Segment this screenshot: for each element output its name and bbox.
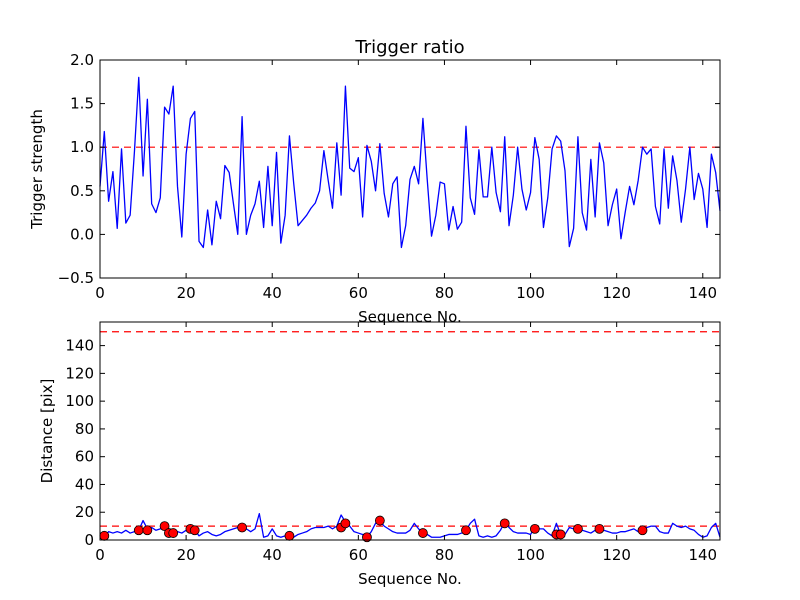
y-tick-label: −0.5 bbox=[58, 269, 94, 287]
distance-series bbox=[99, 512, 721, 538]
top-plot-frame bbox=[99, 59, 721, 279]
x-tick-label: 40 bbox=[263, 546, 282, 564]
y-tick-label: 100 bbox=[65, 392, 94, 410]
x-tick-label: 0 bbox=[95, 546, 105, 564]
x-tick-label: 80 bbox=[435, 284, 454, 302]
marker-point-3 bbox=[159, 521, 170, 532]
marker-point-16 bbox=[499, 518, 510, 529]
bottom-tick-marks bbox=[99, 322, 720, 541]
marker-point-19 bbox=[555, 529, 566, 540]
series-line-0 bbox=[99, 512, 721, 538]
marker-point-17 bbox=[529, 523, 540, 534]
top-tick-marks bbox=[99, 59, 720, 279]
marker-point-12 bbox=[362, 532, 372, 543]
marker-point-1 bbox=[133, 525, 144, 536]
y-tick-label: 0.5 bbox=[70, 182, 94, 200]
marker-point-8 bbox=[237, 522, 247, 533]
bottom-x-tick-labels: 0 20 40 60 80 100 120 140 bbox=[95, 546, 717, 564]
top-y-tick-labels: −0.5 0.0 0.5 1.0 1.5 2.0 bbox=[58, 51, 94, 287]
marker-point-14 bbox=[418, 528, 428, 538]
y-tick-label: 20 bbox=[75, 503, 94, 521]
bottom-x-axis-label: Sequence No. bbox=[358, 570, 462, 588]
distance-subplot: 0 20 40 60 80 100 120 140 0 20 40 60 80 100 120 140 Se… bbox=[38, 321, 721, 588]
chart-title: Trigger ratio bbox=[354, 37, 464, 58]
marker-point-7 bbox=[189, 525, 200, 536]
y-tick-label: 2.0 bbox=[70, 51, 94, 69]
distance-markers bbox=[99, 515, 648, 543]
y-tick-label: 0 bbox=[84, 531, 94, 549]
series-line-0 bbox=[99, 76, 721, 249]
x-tick-label: 60 bbox=[349, 546, 368, 564]
x-tick-label: 120 bbox=[602, 546, 631, 564]
y-tick-label: 0.0 bbox=[70, 225, 94, 243]
trigger-ratio-series bbox=[99, 76, 721, 249]
bottom-plot-frame bbox=[99, 321, 721, 541]
x-tick-label: 20 bbox=[177, 546, 196, 564]
top-x-tick-labels: 0 20 40 60 80 100 120 140 bbox=[95, 284, 717, 302]
y-tick-label: 120 bbox=[65, 364, 94, 382]
marker-point-13 bbox=[374, 515, 385, 526]
trigger-ratio-subplot: Trigger ratio 0 20 40 60 80 100 120 140 −0.5 0.0… bbox=[28, 37, 721, 326]
x-tick-label: 80 bbox=[435, 546, 454, 564]
top-y-axis-label: Trigger strength bbox=[28, 109, 46, 230]
marker-point-5 bbox=[168, 528, 179, 538]
top-x-axis-label: Sequence No. bbox=[358, 308, 462, 326]
bottom-y-tick-labels: 0 20 40 60 80 100 120 140 bbox=[65, 337, 94, 549]
x-tick-label: 0 bbox=[95, 284, 105, 302]
y-tick-label: 1.0 bbox=[70, 138, 94, 156]
marker-point-20 bbox=[573, 523, 583, 534]
y-tick-label: 1.5 bbox=[70, 95, 94, 113]
marker-point-22 bbox=[637, 525, 648, 536]
x-tick-label: 100 bbox=[516, 546, 545, 564]
marker-point-0 bbox=[99, 530, 110, 541]
y-tick-label: 60 bbox=[75, 448, 94, 466]
y-tick-label: 140 bbox=[65, 337, 94, 355]
y-tick-label: 80 bbox=[75, 420, 94, 438]
marker-point-11 bbox=[340, 518, 351, 529]
x-tick-label: 120 bbox=[602, 284, 631, 302]
x-tick-label: 20 bbox=[177, 284, 196, 302]
x-tick-label: 100 bbox=[516, 284, 545, 302]
marker-point-15 bbox=[461, 525, 471, 536]
x-tick-label: 140 bbox=[688, 546, 717, 564]
x-tick-label: 140 bbox=[688, 284, 717, 302]
marker-point-9 bbox=[284, 530, 295, 541]
marker-point-21 bbox=[594, 523, 605, 534]
bottom-y-axis-label: Distance [pix] bbox=[38, 379, 56, 484]
marker-point-2 bbox=[142, 525, 153, 536]
y-tick-label: 40 bbox=[75, 475, 94, 493]
distance-threshold-lines bbox=[100, 331, 720, 527]
x-tick-label: 60 bbox=[349, 284, 368, 302]
x-tick-label: 40 bbox=[263, 284, 282, 302]
